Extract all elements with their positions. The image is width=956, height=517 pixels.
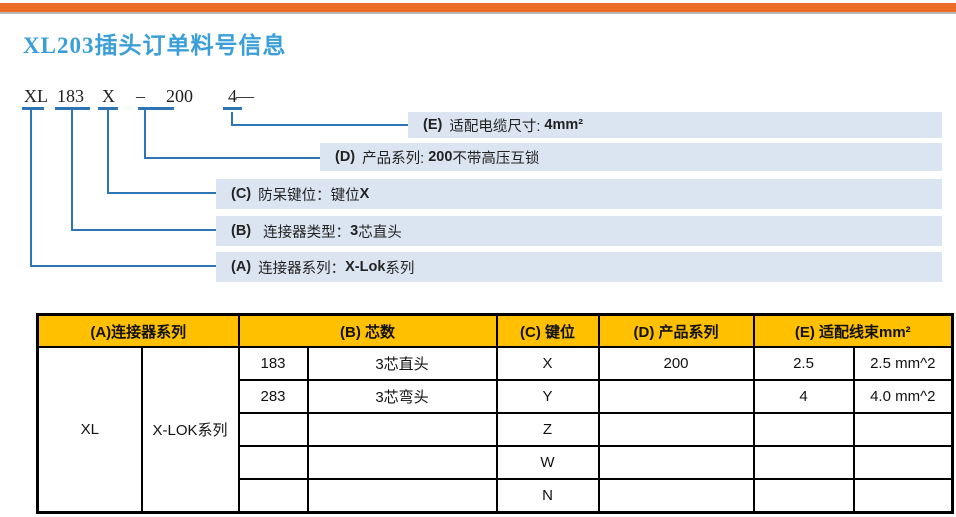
callout-box-c: (C) 防呆键位：键位 X — [216, 179, 942, 209]
table-cell — [597, 379, 755, 414]
table-row: XL X-LOK系列 183 3芯直头 X 200 2.5 2.5 mm^2 — [36, 346, 954, 514]
header-cell-c: (C) 键位 — [495, 313, 600, 348]
table-cell — [597, 412, 755, 447]
table-cell: 3芯弯头 — [306, 379, 498, 414]
table-cell — [752, 478, 855, 514]
callout-d-value: 200 — [428, 149, 453, 165]
header-cell-d: (D) 产品系列 — [597, 313, 755, 348]
callout-b-prefix: (B) — [231, 223, 252, 239]
table-cell — [237, 478, 309, 514]
cell-series-name: X-LOK系列 — [140, 346, 240, 514]
callout-b-label: 连接器类型： — [263, 224, 351, 241]
part-segment-series: XL — [24, 86, 48, 106]
table-cell — [597, 445, 755, 480]
table-cell — [237, 412, 309, 447]
table-cell: W — [495, 445, 600, 480]
leader-line-e-vertical — [231, 112, 233, 126]
table-cell: 2.5 mm^2 — [852, 346, 954, 381]
table-row: 283 3芯弯头 Y 4 4.0 mm^2 — [38, 379, 954, 414]
leader-line-c-vertical — [107, 110, 109, 194]
table-cell: 4 — [752, 379, 855, 414]
table-cell: 4.0 mm^2 — [852, 379, 954, 414]
underline-product — [138, 107, 174, 110]
callout-box-e: (E) 适配电缆尺寸: 4mm² — [408, 112, 942, 138]
table-cell: N — [495, 478, 600, 514]
callout-d-label: 产品系列: — [362, 150, 425, 167]
part-segment-type: 183 — [57, 86, 84, 106]
part-segment-product: 200 — [166, 86, 193, 106]
part-segment-cable: 4 — [228, 86, 237, 106]
leader-line-e-horizontal — [231, 124, 408, 126]
table-cell: Z — [495, 412, 600, 447]
table-cell — [306, 445, 498, 480]
table-row: W — [38, 445, 954, 480]
callout-c-value: X — [359, 186, 370, 202]
part-segment-key: X — [102, 86, 115, 106]
table-cell: 283 — [237, 379, 309, 414]
table-header-row: (A)连接器系列 (B) 芯数 (C) 键位 (D) 产品系列 (E) 适配线束… — [36, 313, 954, 348]
table-cell — [752, 445, 855, 480]
table-cell: 200 — [597, 346, 755, 381]
callout-b-value: 3 — [350, 223, 359, 239]
underline-key — [98, 107, 118, 110]
order-table: (A)连接器系列 (B) 芯数 (C) 键位 (D) 产品系列 (E) 适配线束… — [36, 313, 955, 514]
callout-a-suffix: 系列 — [385, 260, 415, 277]
underline-cable — [223, 107, 242, 110]
callout-box-b: (B) 连接器类型： 3 芯直头 — [216, 216, 942, 246]
table-cell — [852, 412, 954, 447]
callout-e-label: 适配电缆尺寸: — [449, 118, 541, 135]
callout-a-value: X-Lok — [345, 259, 386, 275]
leader-line-a-horizontal — [30, 265, 216, 267]
table-cell — [306, 412, 498, 447]
table-row: N — [38, 478, 954, 514]
callout-c-label: 防呆键位：键位 — [258, 187, 360, 204]
leader-line-c-horizontal — [107, 192, 216, 194]
table-cell: 183 — [237, 346, 309, 381]
table-cell — [852, 478, 954, 514]
table-row: Z — [38, 412, 954, 447]
table-cell: 2.5 — [752, 346, 855, 381]
callout-box-a: (A) 连接器系列： X-Lok 系列 — [216, 252, 942, 282]
callout-d-prefix: (D) — [335, 149, 356, 165]
table-cell — [752, 412, 855, 447]
leader-line-d-vertical — [144, 110, 146, 159]
leader-line-d-horizontal — [144, 157, 320, 159]
table-cell — [597, 478, 755, 514]
callout-a-label: 连接器系列： — [258, 260, 346, 277]
callout-b-suffix: 芯直头 — [358, 224, 402, 241]
underline-type — [55, 107, 90, 110]
header-cell-e: (E) 适配线束mm² — [752, 313, 954, 348]
page-title: XL203插头订单料号信息 — [23, 33, 287, 58]
top-accent-bar — [0, 3, 956, 14]
callout-e-prefix: (E) — [423, 117, 443, 133]
cell-series-code: XL — [36, 346, 143, 514]
leader-line-b-horizontal — [71, 229, 216, 231]
table-cell — [852, 445, 954, 480]
callout-d-suffix: 不带高压互锁 — [452, 150, 540, 167]
table-cell: 3芯直头 — [306, 346, 498, 381]
table-cell — [237, 445, 309, 480]
callout-box-d: (D) 产品系列: 200 不带高压互锁 — [320, 143, 942, 171]
header-cell-a: (A)连接器系列 — [36, 313, 240, 348]
leader-line-a-vertical — [30, 110, 32, 267]
table-cell: Y — [495, 379, 600, 414]
table-cell — [306, 478, 498, 514]
underline-series — [22, 107, 44, 110]
part-segment-dash: – — [136, 86, 145, 106]
callout-e-value: 4mm² — [544, 117, 584, 133]
table-cell: X — [495, 346, 600, 381]
leader-line-b-vertical — [71, 110, 73, 231]
header-cell-b: (B) 芯数 — [237, 313, 498, 348]
part-trailing-dash: — — [236, 86, 254, 106]
callout-a-prefix: (A) — [231, 259, 252, 275]
callout-c-prefix: (C) — [231, 186, 252, 202]
